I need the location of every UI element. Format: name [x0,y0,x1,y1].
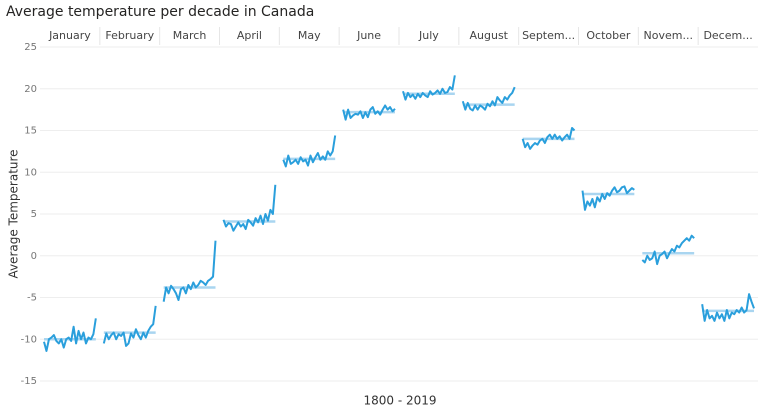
temperature-line [521,126,576,150]
panel-title: Novem... [644,29,693,42]
y-tick-label: -10 [21,334,37,345]
panel-title: April [237,29,262,42]
y-tick-label: 0 [31,251,37,262]
panel-title: August [470,29,509,42]
panel-title: Septem... [522,29,575,42]
temperature-line [102,305,157,347]
temperature-line [282,135,337,168]
y-tick-label: 25 [24,42,37,53]
y-tick-label: -15 [21,376,37,387]
panel-title: March [173,29,207,42]
temperature-line [461,86,516,112]
y-tick-label: 5 [31,209,37,220]
temperature-line [402,75,456,101]
panel-title: May [298,29,321,42]
y-axis-title: Average Temperature [7,149,21,278]
panel-title: February [105,29,154,42]
temperature-line [581,185,635,211]
panel-title: Decem... [703,29,752,42]
chart-title: Average temperature per decade in Canada [6,4,314,20]
panel-title: June [356,29,381,42]
temperature-line [342,104,396,121]
x-axis-title: 1800 - 2019 [363,394,436,408]
y-tick-label: 20 [24,84,37,95]
y-tick-label: 10 [24,167,37,178]
temperature-line [162,240,217,302]
temperature-line [701,293,755,322]
panel-title: January [48,29,91,42]
panel-title: July [418,29,439,42]
y-tick-label: -5 [27,293,37,304]
temperature-line [222,184,277,232]
temperature-line [641,234,695,266]
y-tick-label: 15 [24,126,37,137]
temperature-line [43,318,97,352]
panel-title: October [586,29,630,42]
